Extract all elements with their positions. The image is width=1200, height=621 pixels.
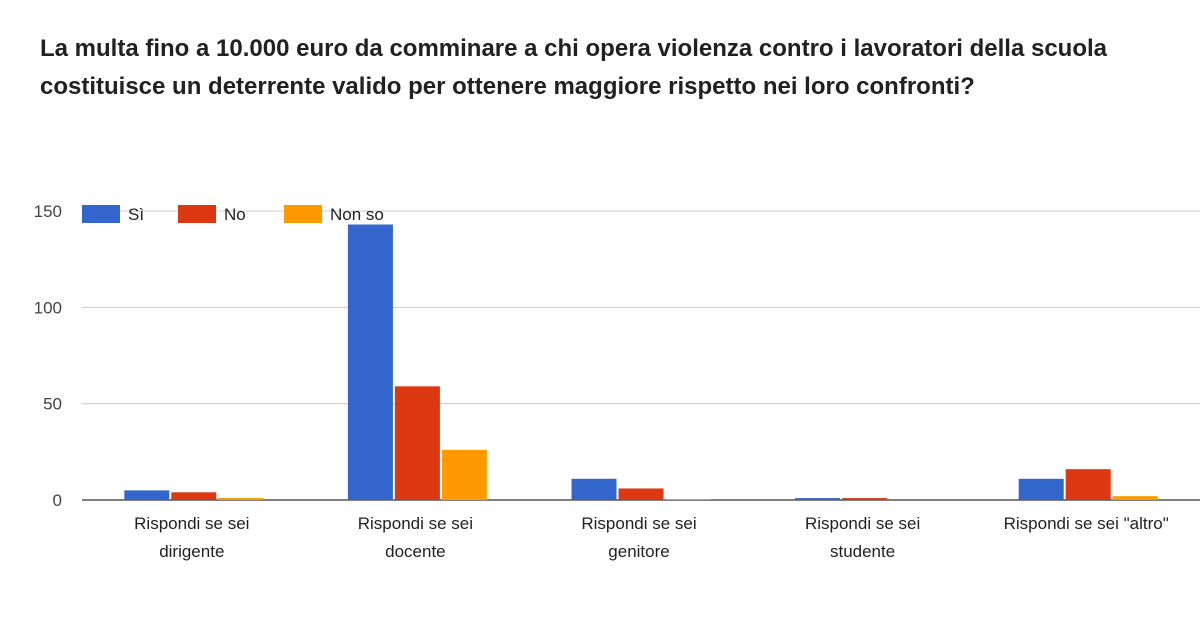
category-label: Rispondi se sei <box>134 514 249 533</box>
x-axis-category-labels: Rispondi se sei dirigente Rispondi se sei d… <box>134 514 1169 561</box>
y-tick-label: 100 <box>34 298 62 317</box>
y-tick-label: 50 <box>43 395 62 414</box>
bar[interactable] <box>842 498 888 500</box>
category-label: Rispondi se sei <box>358 514 473 533</box>
bars <box>124 224 1158 500</box>
category-label: docente <box>385 542 446 561</box>
legend-swatch[interactable] <box>284 205 322 223</box>
bar[interactable] <box>1018 478 1064 500</box>
bar[interactable] <box>665 499 711 500</box>
bar[interactable] <box>347 224 393 500</box>
gridlines <box>82 210 1200 501</box>
chart-title-line-1: La multa fino a 10.000 euro da comminare… <box>40 35 1108 62</box>
bar[interactable] <box>394 386 440 500</box>
bar[interactable] <box>795 498 841 500</box>
y-axis-tick-labels: 0 50 100 150 <box>34 202 62 510</box>
chart-title-line-2: costituisce un deterrente valido per ott… <box>40 73 975 100</box>
category-label: Rispondi se sei <box>805 514 920 533</box>
bar[interactable] <box>441 449 487 500</box>
bar[interactable] <box>124 490 170 500</box>
category-label: studente <box>830 542 895 561</box>
category-label: Rispondi se sei <box>581 514 696 533</box>
legend-label[interactable]: Sì <box>128 205 144 224</box>
y-tick-label: 0 <box>53 491 62 510</box>
bar[interactable] <box>218 498 264 500</box>
category-label: dirigente <box>159 542 224 561</box>
bar[interactable] <box>571 478 617 500</box>
y-tick-label: 150 <box>34 202 62 221</box>
bar[interactable] <box>618 488 664 500</box>
legend-swatch[interactable] <box>82 205 120 223</box>
legend-label[interactable]: No <box>224 205 246 224</box>
category-label: Rispondi se sei "altro" <box>1004 514 1169 533</box>
legend-swatch[interactable] <box>178 205 216 223</box>
chart-title: La multa fino a 10.000 euro da comminare… <box>40 30 1180 106</box>
bar[interactable] <box>1112 496 1158 500</box>
category-label: genitore <box>608 542 669 561</box>
legend-label[interactable]: Non so <box>330 205 384 224</box>
bar[interactable] <box>1065 469 1111 500</box>
legend[interactable]: Sì No Non so <box>82 205 384 224</box>
bar[interactable] <box>171 492 217 500</box>
